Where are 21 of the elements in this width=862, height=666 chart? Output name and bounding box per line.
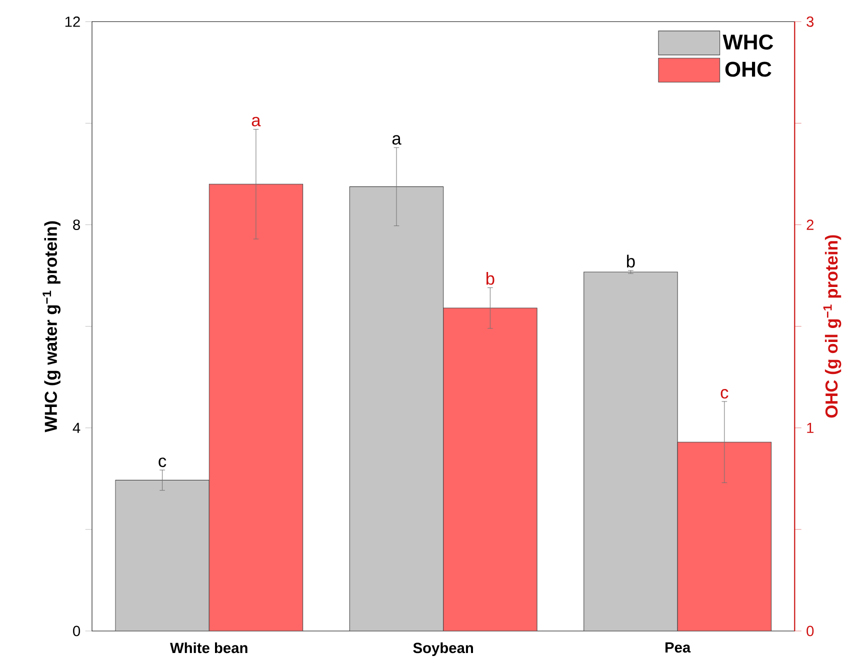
annotation: a [392,135,402,145]
y-tick-label: 0 [73,626,80,636]
y2-tick-label: 1 [807,422,814,433]
annotation: c [720,389,728,399]
legend-label: OHC [725,62,772,77]
y-tick-label: 8 [73,220,80,230]
legend-label: WHC [722,34,774,50]
annotation: b [627,254,635,268]
annotation: b [486,272,494,285]
y2-tick-label: 0 [806,626,814,636]
y2-tick-label: 3 [806,16,814,27]
annotation: c [158,458,166,468]
x-tick-label: Soybean [413,642,473,656]
x-tick-label: White bean [170,642,248,654]
y-tick-label: 12 [65,16,80,27]
y-tick-label: 4 [72,422,80,433]
x-tick-label: Pea [665,642,691,653]
annotation: a [252,116,261,126]
y-axis-title: WHC (g water g$^{−1}$ protein) [42,221,61,432]
y2-axis-title: OHC (g oil g$^{−1}$ protein) [823,235,842,418]
y2-tick-label: 2 [806,220,814,230]
